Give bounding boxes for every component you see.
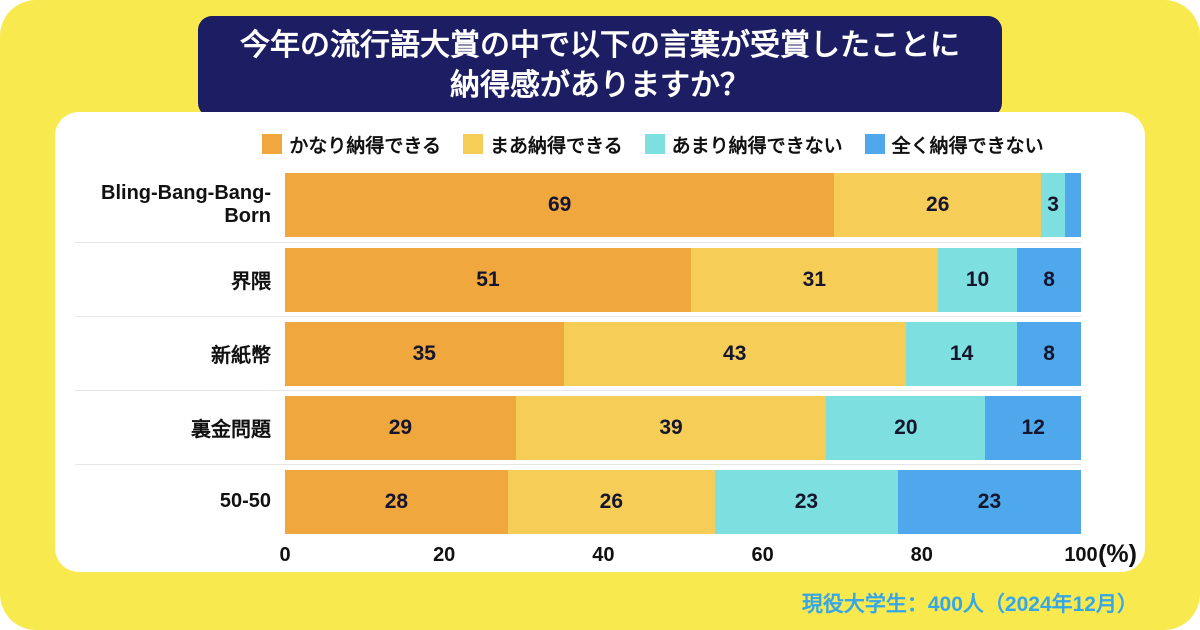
bar-value-label: 23 bbox=[794, 489, 819, 513]
bar-value-label: 26 bbox=[926, 193, 950, 216]
bar-segment: 43 bbox=[563, 321, 906, 386]
bar-value-label: 23 bbox=[977, 489, 1002, 513]
x-axis-unit: (%) bbox=[1098, 540, 1137, 568]
chart-title: 今年の流行語大賞の中で以下の言葉が受賞したことに 納得感がありますか？ bbox=[198, 16, 1002, 118]
bar-segment: 23 bbox=[714, 469, 898, 534]
title-line-1: 今年の流行語大賞の中で以下の言葉が受賞したことに bbox=[240, 29, 960, 62]
source-note: 現役大学生：400人（2024年12月） bbox=[801, 593, 1138, 616]
category-label: Bling-Bang-Bang-Born bbox=[101, 182, 271, 227]
bar-segment: 8 bbox=[1017, 321, 1081, 386]
axis-tick-label: 60 bbox=[751, 544, 774, 566]
bar-value-label: 39 bbox=[659, 415, 683, 439]
bar-segment: 8 bbox=[1017, 247, 1081, 312]
legend: かなり納得できる まあ納得できる あまり納得できない 全く納得できない bbox=[225, 126, 1081, 162]
bar-value-label: 28 bbox=[384, 489, 409, 513]
bar-row: 新紙幣 35 43 14 8 bbox=[75, 316, 1081, 390]
title-line-2: 納得感がありますか？ bbox=[450, 68, 750, 102]
bar-row: 50-50 28 26 23 23 bbox=[75, 464, 1081, 538]
axis-tick-label: 40 bbox=[592, 544, 615, 566]
bar-segment: 35 bbox=[285, 321, 564, 386]
bar-track: 28 26 23 23 bbox=[285, 469, 1081, 534]
bar-value-label: 29 bbox=[388, 415, 413, 439]
bar-segment: 26 bbox=[834, 173, 1042, 237]
bar-segment: 28 bbox=[285, 469, 508, 534]
category-label: 新紙幣 bbox=[211, 345, 271, 367]
legend-swatch bbox=[262, 134, 283, 154]
legend-label: あまり納得できない bbox=[671, 135, 843, 157]
x-axis: (%) 0 20 40 60 80 100 bbox=[279, 538, 1137, 576]
bar-value-label: 20 bbox=[894, 415, 918, 439]
chart-card: かなり納得できる まあ納得できる あまり納得できない 全く納得できない Bling-B… bbox=[55, 112, 1145, 572]
bar-segment: 39 bbox=[515, 395, 827, 460]
bar-value-label: 31 bbox=[802, 267, 826, 291]
axis-tick-label: 20 bbox=[433, 544, 456, 566]
legend-swatch bbox=[644, 134, 665, 154]
bar-track: 69 26 3 bbox=[285, 173, 1081, 237]
axis-tick-label: 0 bbox=[279, 544, 291, 566]
legend-label: まあ納得できる bbox=[489, 135, 623, 157]
bar-row: 界隈 51 31 10 8 bbox=[75, 242, 1081, 316]
bar-row: Bling-Bang-Bang-Born 69 26 3 bbox=[75, 168, 1081, 242]
bar-track: 29 39 20 12 bbox=[285, 395, 1081, 460]
category-label: 50-50 bbox=[219, 490, 271, 512]
axis-tick-label: 80 bbox=[910, 544, 933, 566]
bar-segment: 20 bbox=[826, 395, 986, 460]
bars: Bling-Bang-Bang-Born 69 26 3 界隈 51 31 10 8 新紙幣 35 4… bbox=[75, 168, 1081, 538]
category-label: 裏金問題 bbox=[191, 419, 271, 441]
bar-value-label: 8 bbox=[1043, 267, 1055, 291]
bar-value-label: 35 bbox=[412, 341, 436, 365]
bar-value-label: 8 bbox=[1043, 341, 1055, 365]
legend-label: 全く納得できない bbox=[891, 135, 1044, 157]
legend-item: まあ納得できる bbox=[462, 131, 623, 158]
legend-item: かなり納得できる bbox=[262, 131, 441, 158]
bar-row: 裏金問題 29 39 20 12 bbox=[75, 390, 1081, 464]
bar-value-label: 69 bbox=[547, 193, 572, 216]
bar-segment: 14 bbox=[905, 321, 1018, 386]
bar-segment: 69 bbox=[285, 173, 835, 237]
bar-value-label: 51 bbox=[476, 267, 500, 291]
bar-value-label: 26 bbox=[599, 489, 624, 513]
bar-track: 35 43 14 8 bbox=[285, 321, 1081, 386]
legend-item: あまり納得できない bbox=[644, 131, 843, 158]
bar-value-label: 43 bbox=[723, 341, 747, 365]
bar-segment: 31 bbox=[690, 247, 938, 312]
bar-segment: 51 bbox=[285, 247, 691, 312]
legend-swatch bbox=[864, 134, 885, 154]
bar-track: 51 31 10 8 bbox=[285, 247, 1081, 312]
bar-value-label: 14 bbox=[949, 341, 974, 365]
category-label: 界隈 bbox=[231, 271, 271, 293]
bar-segment: 23 bbox=[897, 469, 1081, 534]
bar-value-label: 10 bbox=[965, 267, 990, 291]
bar-segment: 29 bbox=[285, 395, 516, 460]
bar-value-label: 12 bbox=[1021, 415, 1045, 439]
legend-label: かなり納得できる bbox=[289, 135, 441, 157]
axis-tick-label: 100 bbox=[1064, 544, 1098, 566]
bar-segment: 3 bbox=[1041, 173, 1066, 237]
bar-segment: 10 bbox=[937, 247, 1018, 312]
bar-value-label: 3 bbox=[1047, 193, 1059, 216]
bar-segment: 26 bbox=[507, 469, 715, 534]
legend-item: 全く納得できない bbox=[864, 131, 1044, 158]
legend-swatch bbox=[462, 134, 483, 154]
bar-segment: 12 bbox=[985, 395, 1081, 460]
bar-segment bbox=[1065, 173, 1081, 237]
